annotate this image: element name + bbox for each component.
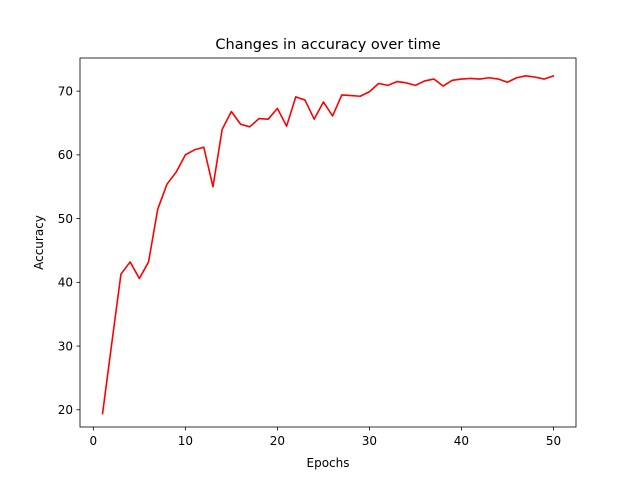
x-tick-label: 30: [362, 434, 377, 448]
series-line: [101, 74, 555, 415]
x-tick-label: 10: [178, 434, 193, 448]
plot-layer: [101, 74, 555, 415]
y-tick-label: 60: [58, 148, 73, 162]
x-tick-label: 50: [546, 434, 561, 448]
x-tick-label: 0: [90, 434, 98, 448]
y-tick-label: 40: [58, 276, 73, 290]
x-tick-label: 20: [270, 434, 285, 448]
x-tick-label: 40: [454, 434, 469, 448]
y-axis-label: Accuracy: [32, 215, 46, 270]
y-tick-label: 50: [58, 212, 73, 226]
y-tick-label: 30: [58, 339, 73, 353]
plot-frame: [79, 57, 577, 428]
x-axis-label: Epochs: [307, 456, 350, 470]
chart-title: Changes in accuracy over time: [215, 37, 440, 53]
y-tick-label: 20: [58, 403, 73, 417]
y-tick-label: 70: [58, 84, 73, 98]
tick-layer: 0 10 20 30 40 50 20 30 40 50 60 70: [58, 84, 561, 448]
